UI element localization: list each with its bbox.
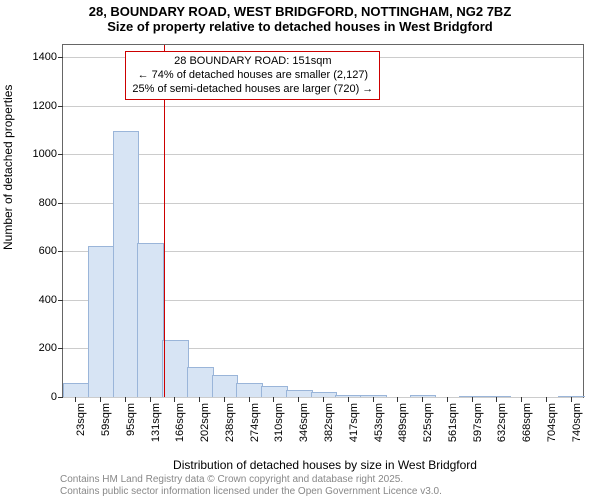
y-tick-label: 0 xyxy=(51,391,57,403)
x-tick-mark xyxy=(422,397,423,402)
x-tick-mark xyxy=(472,397,473,402)
y-tick-label: 1200 xyxy=(33,100,57,112)
gridline xyxy=(63,203,583,204)
x-tick-label: 489sqm xyxy=(397,403,409,442)
y-tick-mark xyxy=(58,203,63,204)
annotation-line-2: 25% of semi-detached houses are larger (… xyxy=(132,83,373,97)
y-tick-label: 800 xyxy=(39,197,57,209)
x-tick-mark xyxy=(174,397,175,402)
x-tick-mark xyxy=(546,397,547,402)
y-tick-label: 600 xyxy=(39,245,57,257)
histogram-bar xyxy=(162,340,189,397)
histogram-bar xyxy=(311,392,338,397)
x-tick-label: 274sqm xyxy=(249,403,261,442)
x-tick-label: 59sqm xyxy=(100,403,112,436)
title-block: 28, BOUNDARY ROAD, WEST BRIDGFORD, NOTTI… xyxy=(0,0,600,34)
annotation-line-1: ← 74% of detached houses are smaller (2,… xyxy=(132,69,373,83)
chart-container: 28, BOUNDARY ROAD, WEST BRIDGFORD, NOTTI… xyxy=(0,0,600,500)
y-tick-mark xyxy=(58,397,63,398)
x-tick-label: 597sqm xyxy=(472,403,484,442)
x-tick-mark xyxy=(224,397,225,402)
histogram-bar xyxy=(484,396,511,397)
x-tick-label: 453sqm xyxy=(373,403,385,442)
gridline xyxy=(63,106,583,107)
x-tick-mark xyxy=(397,397,398,402)
y-tick-mark xyxy=(58,154,63,155)
x-tick-label: 95sqm xyxy=(125,403,137,436)
x-tick-mark xyxy=(273,397,274,402)
y-tick-mark xyxy=(58,348,63,349)
histogram-bar xyxy=(137,243,164,397)
y-tick-mark xyxy=(58,300,63,301)
x-tick-mark xyxy=(100,397,101,402)
y-tick-mark xyxy=(58,57,63,58)
x-tick-mark xyxy=(348,397,349,402)
x-tick-label: 238sqm xyxy=(224,403,236,442)
histogram-bar xyxy=(63,383,90,397)
x-tick-mark xyxy=(373,397,374,402)
x-tick-label: 525sqm xyxy=(422,403,434,442)
x-tick-label: 23sqm xyxy=(75,403,87,436)
x-tick-mark xyxy=(298,397,299,402)
attribution-footer: Contains HM Land Registry data © Crown c… xyxy=(60,474,590,498)
gridline xyxy=(63,154,583,155)
x-tick-label: 131sqm xyxy=(150,403,162,442)
x-axis-label: Distribution of detached houses by size … xyxy=(60,458,590,472)
x-tick-mark xyxy=(323,397,324,402)
x-tick-label: 417sqm xyxy=(348,403,360,442)
x-tick-mark xyxy=(199,397,200,402)
x-tick-label: 561sqm xyxy=(447,403,459,442)
x-tick-mark xyxy=(447,397,448,402)
x-tick-label: 346sqm xyxy=(298,403,310,442)
x-tick-label: 668sqm xyxy=(521,403,533,442)
x-tick-label: 310sqm xyxy=(273,403,285,442)
x-tick-label: 202sqm xyxy=(199,403,211,442)
x-tick-mark xyxy=(150,397,151,402)
y-tick-label: 1400 xyxy=(33,51,57,63)
histogram-bar xyxy=(212,375,239,397)
x-tick-label: 166sqm xyxy=(174,403,186,442)
histogram-bar xyxy=(410,395,437,397)
footer-line-2: Contains public sector information licen… xyxy=(60,486,590,498)
histogram-bar xyxy=(187,367,214,397)
x-tick-label: 740sqm xyxy=(571,403,583,442)
x-tick-label: 632sqm xyxy=(496,403,508,442)
y-tick-label: 200 xyxy=(39,342,57,354)
histogram-bar xyxy=(236,383,263,397)
annotation-line-0: 28 BOUNDARY ROAD: 151sqm xyxy=(132,55,373,69)
chart-title-desc: Size of property relative to detached ho… xyxy=(0,19,600,34)
plot-area: 020040060080010001200140023sqm59sqm95sqm… xyxy=(62,44,584,398)
chart-title-address: 28, BOUNDARY ROAD, WEST BRIDGFORD, NOTTI… xyxy=(0,4,600,19)
histogram-bar xyxy=(286,390,313,397)
annotation-box: 28 BOUNDARY ROAD: 151sqm← 74% of detache… xyxy=(125,51,380,100)
y-tick-mark xyxy=(58,106,63,107)
histogram-bar xyxy=(459,396,486,397)
histogram-bar xyxy=(88,246,115,398)
x-tick-label: 704sqm xyxy=(546,403,558,442)
histogram-bar xyxy=(558,396,585,397)
footer-line-1: Contains HM Land Registry data © Crown c… xyxy=(60,474,590,486)
y-tick-mark xyxy=(58,251,63,252)
x-tick-mark xyxy=(75,397,76,402)
x-tick-mark xyxy=(496,397,497,402)
x-tick-mark xyxy=(521,397,522,402)
histogram-bar xyxy=(113,131,140,397)
histogram-bar xyxy=(261,386,288,397)
x-tick-mark xyxy=(571,397,572,402)
histogram-bar xyxy=(360,395,387,397)
histogram-bar xyxy=(335,395,362,397)
x-tick-label: 382sqm xyxy=(323,403,335,442)
y-tick-label: 400 xyxy=(39,294,57,306)
x-tick-mark xyxy=(249,397,250,402)
x-tick-mark xyxy=(125,397,126,402)
y-axis-label: Number of detached properties xyxy=(1,85,15,250)
y-tick-label: 1000 xyxy=(33,148,57,160)
